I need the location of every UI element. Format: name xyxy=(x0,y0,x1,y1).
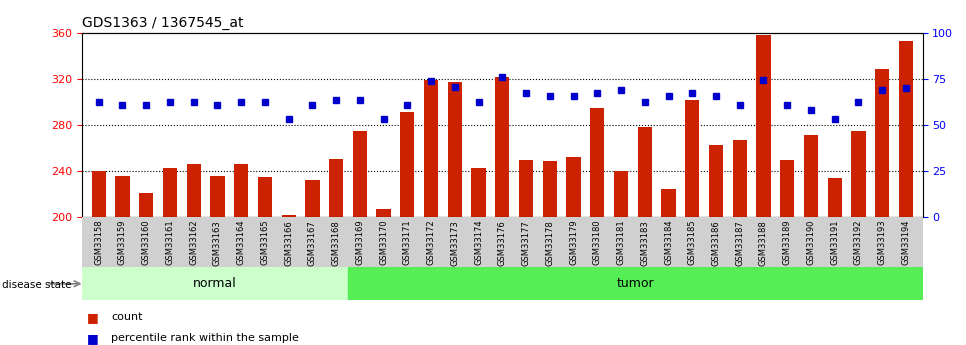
Text: GSM33183: GSM33183 xyxy=(640,220,649,266)
Bar xyxy=(234,164,248,217)
Bar xyxy=(638,127,652,217)
Text: GSM33192: GSM33192 xyxy=(854,220,863,265)
Text: GSM33190: GSM33190 xyxy=(807,220,815,265)
Text: GSM33177: GSM33177 xyxy=(522,220,530,266)
Bar xyxy=(685,100,699,217)
Text: GSM33173: GSM33173 xyxy=(450,220,460,266)
Bar xyxy=(329,158,343,217)
Text: GSM33191: GSM33191 xyxy=(830,220,839,265)
Bar xyxy=(211,176,224,217)
Bar xyxy=(781,160,794,217)
Text: GSM33176: GSM33176 xyxy=(497,220,507,266)
Bar xyxy=(258,177,272,217)
Text: tumor: tumor xyxy=(616,277,654,290)
Bar xyxy=(851,131,866,217)
Bar xyxy=(732,140,747,217)
Bar xyxy=(305,180,320,217)
Text: GSM33179: GSM33179 xyxy=(569,220,578,265)
Text: GSM33180: GSM33180 xyxy=(593,220,602,265)
Text: GDS1363 / 1367545_at: GDS1363 / 1367545_at xyxy=(82,16,243,30)
Bar xyxy=(186,164,201,217)
Text: GSM33161: GSM33161 xyxy=(165,220,175,265)
Bar xyxy=(139,193,154,217)
Text: GSM33188: GSM33188 xyxy=(759,220,768,266)
Bar xyxy=(875,69,890,217)
Bar xyxy=(424,80,439,217)
Bar xyxy=(92,171,106,217)
Text: GSM33163: GSM33163 xyxy=(213,220,222,266)
Bar xyxy=(82,267,348,300)
Bar xyxy=(471,168,486,217)
Text: normal: normal xyxy=(193,277,237,290)
Bar xyxy=(348,267,923,300)
Bar xyxy=(353,131,367,217)
Text: GSM33168: GSM33168 xyxy=(331,220,341,266)
Bar xyxy=(496,77,509,217)
Text: GSM33167: GSM33167 xyxy=(308,220,317,266)
Text: GSM33164: GSM33164 xyxy=(237,220,245,265)
Text: GSM33160: GSM33160 xyxy=(142,220,151,265)
Bar xyxy=(281,215,296,217)
Text: GSM33189: GSM33189 xyxy=(782,220,792,265)
Text: GSM33162: GSM33162 xyxy=(189,220,198,265)
Text: count: count xyxy=(111,313,143,322)
Text: GSM33165: GSM33165 xyxy=(261,220,270,265)
Text: GSM33170: GSM33170 xyxy=(379,220,388,265)
Bar xyxy=(662,188,675,217)
Bar xyxy=(614,171,628,217)
Text: GSM33158: GSM33158 xyxy=(95,220,103,265)
Bar xyxy=(163,168,177,217)
Bar xyxy=(590,108,605,217)
Text: disease state: disease state xyxy=(2,280,71,289)
Text: GSM33194: GSM33194 xyxy=(901,220,910,265)
Text: GSM33181: GSM33181 xyxy=(616,220,626,265)
Text: GSM33166: GSM33166 xyxy=(284,220,293,266)
Text: GSM33178: GSM33178 xyxy=(545,220,554,266)
Bar xyxy=(804,136,818,217)
Bar xyxy=(709,145,724,217)
Bar xyxy=(828,178,841,217)
Bar xyxy=(543,161,557,217)
Text: GSM33185: GSM33185 xyxy=(688,220,696,265)
Bar xyxy=(566,157,581,217)
Text: GSM33174: GSM33174 xyxy=(474,220,483,265)
Text: GSM33159: GSM33159 xyxy=(118,220,127,265)
Bar xyxy=(115,176,129,217)
Text: GSM33193: GSM33193 xyxy=(878,220,887,265)
Text: percentile rank within the sample: percentile rank within the sample xyxy=(111,333,298,343)
Text: GSM33171: GSM33171 xyxy=(403,220,412,265)
Text: GSM33186: GSM33186 xyxy=(712,220,721,266)
Bar xyxy=(447,82,462,217)
Bar xyxy=(756,35,771,217)
Text: ■: ■ xyxy=(87,332,99,345)
Text: GSM33172: GSM33172 xyxy=(427,220,436,265)
Bar xyxy=(519,160,533,217)
Text: GSM33169: GSM33169 xyxy=(355,220,364,265)
Bar xyxy=(400,112,414,217)
Text: GSM33187: GSM33187 xyxy=(735,220,744,266)
Text: GSM33184: GSM33184 xyxy=(664,220,673,265)
Text: ■: ■ xyxy=(87,311,99,324)
Bar xyxy=(898,41,913,217)
Bar xyxy=(377,209,390,217)
